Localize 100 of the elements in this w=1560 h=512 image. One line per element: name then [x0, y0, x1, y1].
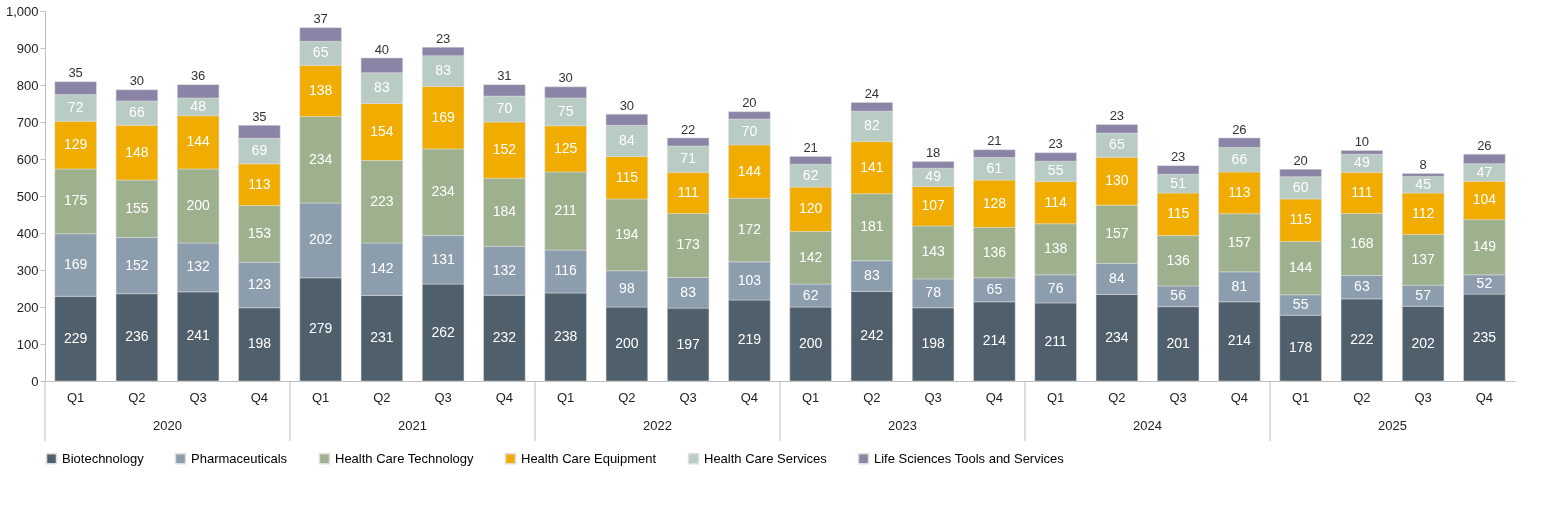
text: 2021	[398, 418, 427, 433]
data-label: 136	[1166, 251, 1191, 268]
data-label: 211	[554, 201, 577, 218]
legend-label: Biotechnology	[62, 450, 145, 466]
data-label: 198	[247, 335, 272, 352]
data-label: 214	[1227, 332, 1252, 349]
data-label: 65	[986, 280, 1003, 297]
data-label: 125	[553, 139, 578, 156]
x-tick-label: Q2	[618, 389, 636, 405]
data-label: 83	[864, 267, 880, 284]
data-label: 76	[1047, 279, 1064, 296]
data-label: 61	[986, 159, 1003, 176]
data-label: 234	[1105, 328, 1129, 345]
data-label: 113	[1228, 183, 1251, 200]
data-label: 71	[680, 150, 697, 167]
data-label: 49	[925, 168, 942, 185]
data-label: 132	[186, 258, 211, 275]
data-label: 123	[247, 275, 272, 292]
data-label: 84	[619, 131, 635, 148]
data-label: 30	[129, 73, 145, 89]
data-label: 141	[860, 158, 884, 175]
y-tick-label: 300	[16, 262, 39, 278]
data-label: 184	[492, 203, 517, 220]
data-label: 111	[1351, 183, 1373, 200]
x-tick-label: Q1	[556, 389, 575, 405]
text: 2025	[1378, 418, 1407, 433]
data-label: 112	[1411, 204, 1435, 221]
data-label: 66	[1231, 150, 1248, 167]
data-label: 66	[129, 104, 145, 121]
data-label: 144	[186, 133, 211, 150]
data-label: 231	[370, 329, 394, 346]
data-label: 69	[251, 142, 268, 159]
data-label: 62	[802, 166, 819, 183]
data-label: 238	[553, 327, 578, 344]
data-label: 152	[492, 141, 517, 158]
data-label: 155	[125, 199, 149, 216]
data-label: 128	[982, 194, 1007, 211]
data-label: 172	[737, 221, 762, 238]
data-label: 115	[1289, 211, 1312, 228]
data-label: 223	[370, 192, 394, 209]
x-tick-label: Q3	[1414, 389, 1432, 405]
data-label: 23	[1170, 149, 1186, 165]
data-label: 70	[496, 100, 513, 117]
data-label: 115	[615, 168, 639, 185]
data-label: 18	[925, 145, 941, 161]
x-tick-label: Q4	[740, 389, 759, 405]
data-label: 83	[435, 62, 452, 79]
data-label: 129	[63, 136, 88, 153]
x-tick-label: Q4	[985, 389, 1004, 405]
data-label: 149	[1472, 238, 1497, 255]
data-label: 152	[125, 256, 149, 273]
data-label: 120	[798, 200, 823, 217]
x-tick-label: Q1	[66, 389, 85, 405]
data-label: 62	[802, 286, 819, 303]
y-tick-label: 400	[16, 225, 39, 241]
data-label: 114	[1044, 193, 1067, 210]
legend-label: Health Care Equipment	[521, 450, 657, 466]
y-tick-label: 600	[16, 151, 39, 167]
legend-label: Health Care Services	[704, 450, 828, 466]
data-label: 70	[741, 122, 758, 139]
data-label: 175	[63, 192, 88, 209]
data-label: 202	[308, 231, 333, 248]
legend-label: Life Sciences Tools and Services	[874, 450, 1065, 466]
data-label: 202	[1411, 334, 1436, 351]
data-label: 83	[680, 283, 697, 300]
data-label: 116	[554, 262, 577, 279]
data-label: 47	[1476, 163, 1493, 180]
legend-label: Health Care Technology	[335, 450, 475, 466]
data-label: 144	[737, 162, 762, 179]
data-label: 153	[247, 224, 272, 241]
data-label: 75	[557, 102, 574, 119]
data-label: 57	[1415, 286, 1432, 303]
x-tick-label: Q3	[924, 389, 942, 405]
y-tick-label: 200	[16, 299, 39, 315]
data-label: 173	[676, 236, 701, 253]
data-label: 178	[1288, 339, 1313, 356]
data-label: 30	[619, 97, 635, 113]
data-label: 115	[1166, 205, 1190, 222]
data-label: 56	[1170, 287, 1187, 304]
data-label: 234	[431, 183, 456, 200]
data-label: 262	[431, 323, 456, 340]
data-label: 49	[1354, 154, 1370, 171]
data-label: 48	[190, 97, 207, 114]
x-tick-label: Q3	[434, 389, 452, 405]
data-label: 82	[864, 117, 880, 134]
x-tick-label: Q3	[1169, 389, 1187, 405]
x-tick-label: Q2	[373, 389, 391, 405]
x-tick-label: Q3	[189, 389, 207, 405]
text: 2022	[643, 418, 672, 433]
data-label: 55	[1047, 162, 1064, 179]
data-label: 20	[742, 95, 757, 111]
data-label: 197	[676, 335, 701, 352]
x-tick-label: Q1	[1046, 389, 1065, 405]
data-label: 24	[864, 85, 880, 101]
data-label: 142	[798, 248, 823, 265]
data-label: 23	[1048, 136, 1063, 152]
data-label: 45	[1415, 175, 1432, 192]
x-tick-label: Q2	[1108, 389, 1126, 405]
data-label: 8	[1419, 157, 1427, 173]
data-label: 200	[615, 335, 639, 351]
